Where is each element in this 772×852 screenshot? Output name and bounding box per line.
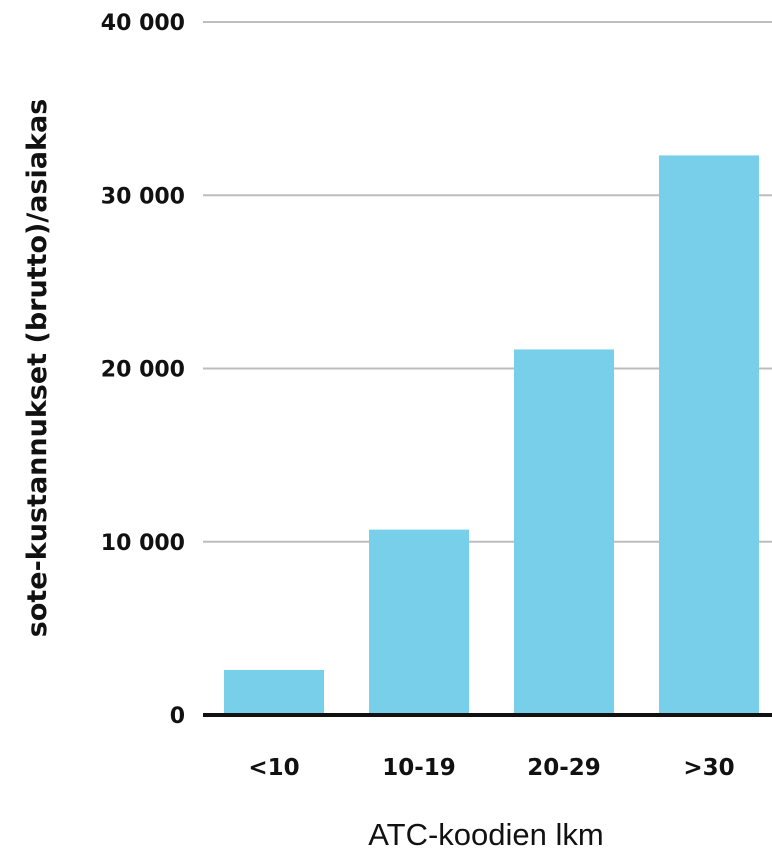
y-tick-label: 40 000: [101, 11, 185, 36]
y-tick-label: 10 000: [101, 531, 185, 556]
y-tick-label: 0: [170, 704, 185, 729]
bar: [224, 669, 324, 715]
x-tick-labels: <10 10-19 20-29 >30: [248, 755, 734, 781]
x-axis-title: ATC-koodien lkm: [368, 817, 603, 852]
y-axis-title: sote-kustannukset (brutto)/asiakas: [22, 99, 53, 638]
x-tick-label: 10-19: [382, 755, 456, 781]
bars: [224, 155, 759, 716]
bar: [514, 349, 614, 715]
x-tick-label: <10: [248, 755, 299, 781]
x-tick-label: 20-29: [527, 755, 601, 781]
bar: [659, 155, 759, 716]
y-tick-label: 30 000: [101, 184, 185, 209]
y-tick-label: 20 000: [101, 358, 185, 383]
x-tick-label: >30: [683, 755, 734, 781]
y-tick-labels: 0 10 000 20 000 30 000 40 000: [101, 11, 185, 729]
bar: [369, 529, 469, 715]
